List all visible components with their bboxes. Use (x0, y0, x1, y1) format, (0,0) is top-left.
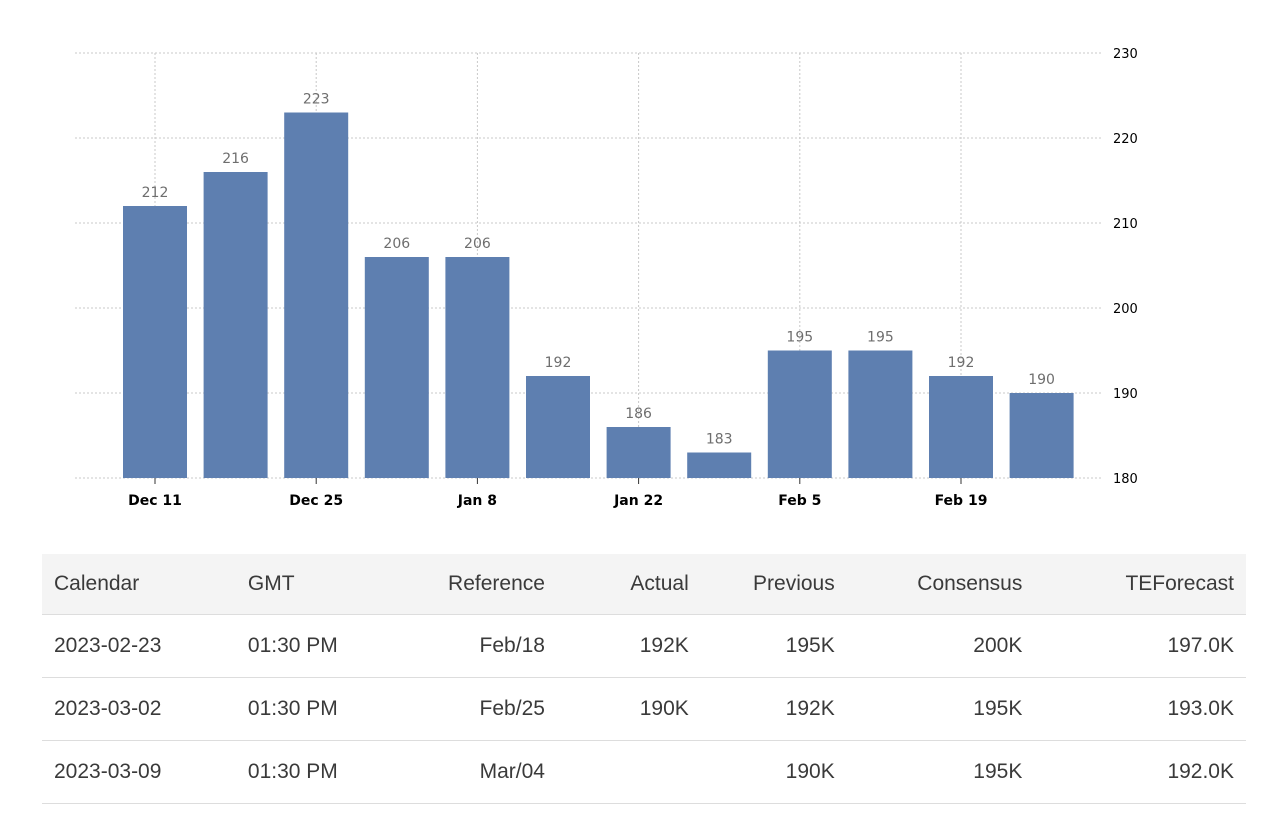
header-actual[interactable]: Actual (556, 554, 701, 615)
cell-actual: 192K (556, 614, 701, 678)
chart-data-labels: 212 216 223 206 206 192 186 183 195 195 192 190 (142, 92, 1055, 448)
cell-actual: 190K (556, 677, 701, 741)
table-header-row: Calendar GMT Reference Actual Previous C… (42, 554, 1246, 615)
cell-previous: 190K (700, 740, 847, 804)
bar-value-label: 223 (303, 92, 330, 108)
calendar-table: Calendar GMT Reference Actual Previous C… (42, 554, 1246, 804)
cell-gmt: 01:30 PM (235, 740, 391, 804)
bar[interactable] (929, 376, 993, 478)
bar[interactable] (526, 376, 590, 478)
bar-value-label: 190 (1028, 372, 1055, 388)
bar-value-label: 186 (625, 406, 652, 422)
bar-value-label: 212 (142, 185, 169, 201)
y-axis-ticks: 180 190 200 210 220 230 (1113, 47, 1138, 487)
bar-value-label: 195 (867, 330, 894, 346)
y-tick-label: 190 (1113, 387, 1138, 402)
cell-calendar: 2023-03-09 (42, 740, 236, 804)
bar[interactable] (687, 452, 752, 479)
header-previous[interactable]: Previous (700, 554, 847, 615)
x-tick-label: Dec 25 (289, 493, 343, 509)
x-tick-label: Feb 5 (778, 493, 821, 509)
cell-teforecast: 192.0K (1034, 740, 1246, 804)
bar-value-label: 206 (383, 236, 410, 252)
cell-reference: Mar/04 (390, 740, 557, 804)
header-calendar[interactable]: Calendar (42, 554, 236, 615)
y-tick-label: 220 (1113, 132, 1138, 147)
cell-previous: 192K (700, 677, 847, 741)
bar-value-label: 192 (545, 355, 572, 371)
y-tick-label: 200 (1113, 302, 1138, 317)
cell-consensus: 195K (846, 677, 1035, 741)
bar-value-label: 183 (706, 432, 733, 448)
cell-consensus: 200K (846, 614, 1035, 678)
header-gmt[interactable]: GMT (235, 554, 391, 615)
cell-calendar: 2023-02-23 (42, 614, 236, 678)
bar[interactable] (848, 350, 913, 479)
bar-value-label: 195 (786, 330, 813, 346)
bar-value-label: 216 (222, 151, 249, 167)
chart-bars (123, 112, 1074, 479)
cell-consensus: 195K (846, 740, 1035, 804)
bar[interactable] (364, 257, 429, 478)
x-tick-label: Dec 11 (128, 493, 182, 509)
table-row: 2023-02-23 01:30 PM Feb/18 192K 195K 200… (42, 614, 1246, 678)
cell-teforecast: 197.0K (1034, 614, 1246, 678)
bar[interactable] (767, 350, 832, 479)
header-consensus[interactable]: Consensus (846, 554, 1035, 615)
y-tick-label: 230 (1113, 47, 1138, 62)
bar[interactable] (1009, 393, 1074, 478)
x-axis-ticks: Dec 11 Dec 25 Jan 8 Jan 22 Feb 5 Feb 19 (128, 478, 987, 509)
bar-value-label: 206 (464, 236, 491, 252)
x-tick-label: Jan 8 (457, 493, 497, 509)
bar-chart: 212 216 223 206 206 192 186 183 195 195 192 190 180… (75, 47, 1138, 509)
bar[interactable] (606, 427, 671, 478)
cell-reference: Feb/25 (390, 677, 557, 741)
bar[interactable] (123, 206, 187, 478)
table-row: 2023-03-09 01:30 PM Mar/04 190K 195K 192… (42, 740, 1246, 804)
header-teforecast[interactable]: TEForecast (1034, 554, 1246, 615)
x-tick-label: Jan 22 (613, 493, 663, 509)
bar-value-label: 192 (948, 355, 975, 371)
bar[interactable] (445, 257, 510, 478)
cell-gmt: 01:30 PM (235, 677, 391, 741)
bar[interactable] (203, 172, 268, 478)
cell-previous: 195K (700, 614, 847, 678)
y-tick-label: 210 (1113, 217, 1138, 232)
table-row: 2023-03-02 01:30 PM Feb/25 190K 192K 195… (42, 677, 1246, 741)
bar[interactable] (284, 112, 349, 479)
cell-gmt: 01:30 PM (235, 614, 391, 678)
cell-teforecast: 193.0K (1034, 677, 1246, 741)
header-reference[interactable]: Reference (390, 554, 557, 615)
cell-calendar: 2023-03-02 (42, 677, 236, 741)
y-tick-label: 180 (1113, 472, 1138, 487)
cell-reference: Feb/18 (390, 614, 557, 678)
cell-actual (556, 740, 701, 804)
x-tick-label: Feb 19 (935, 493, 988, 509)
